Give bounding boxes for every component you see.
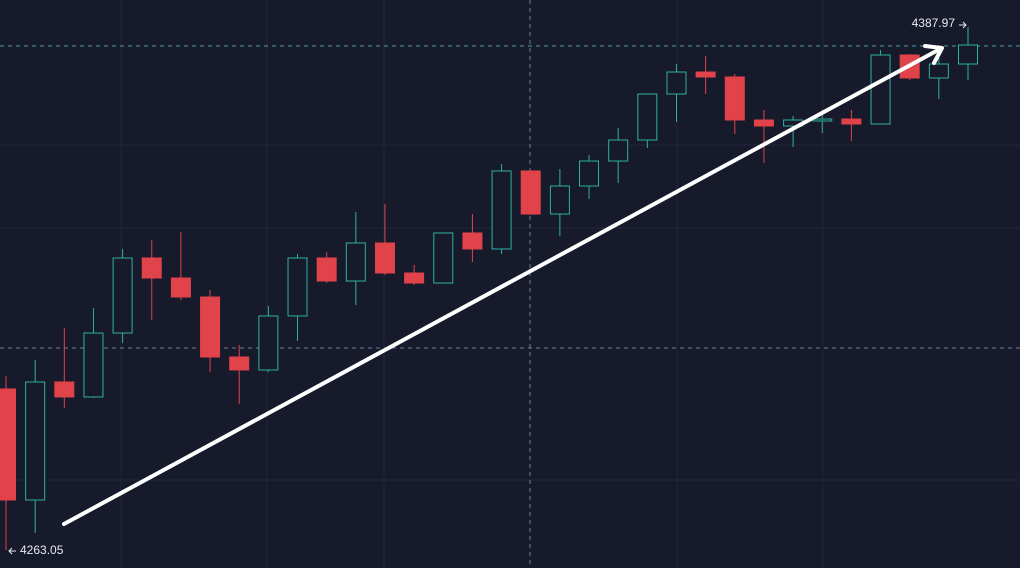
candle-body [0, 388, 16, 501]
candle-body [200, 296, 221, 358]
candle-body [695, 71, 716, 78]
candle-body [666, 71, 687, 95]
candle-body [229, 356, 250, 371]
arrow-head [923, 44, 944, 65]
candle-body [958, 44, 978, 65]
arrow-shaft [62, 47, 942, 526]
candle-body [433, 232, 454, 284]
candle-body [928, 63, 949, 79]
candle-body [753, 119, 774, 127]
candle-body [404, 272, 425, 284]
candle-body [637, 93, 658, 141]
candle-body [724, 76, 745, 121]
candle-body [841, 118, 862, 125]
candle-body [54, 381, 75, 398]
candle-body [491, 170, 512, 250]
candle-body [170, 277, 191, 298]
max-price-label: 4387.97 [912, 16, 956, 30]
candle-body [520, 170, 541, 215]
candle-body [374, 242, 395, 274]
min-price-label: 4263.05 [20, 543, 64, 557]
candle-body [316, 257, 337, 282]
candle-body [812, 118, 833, 122]
candle-body [870, 54, 891, 125]
candle-body [25, 381, 46, 501]
candle-body [579, 160, 600, 187]
candle-body [258, 315, 279, 371]
candle-body [287, 257, 308, 317]
candle-body [345, 242, 366, 282]
candle-body [112, 257, 133, 334]
min-label-arrow [8, 547, 16, 555]
candles [0, 27, 978, 550]
candle-body [549, 185, 570, 215]
candle-body [462, 232, 483, 250]
candle-body [141, 257, 162, 279]
candle-body [608, 139, 629, 162]
max-label-arrow [959, 21, 967, 29]
trend-arrow [62, 44, 944, 526]
candle-body [83, 332, 104, 398]
